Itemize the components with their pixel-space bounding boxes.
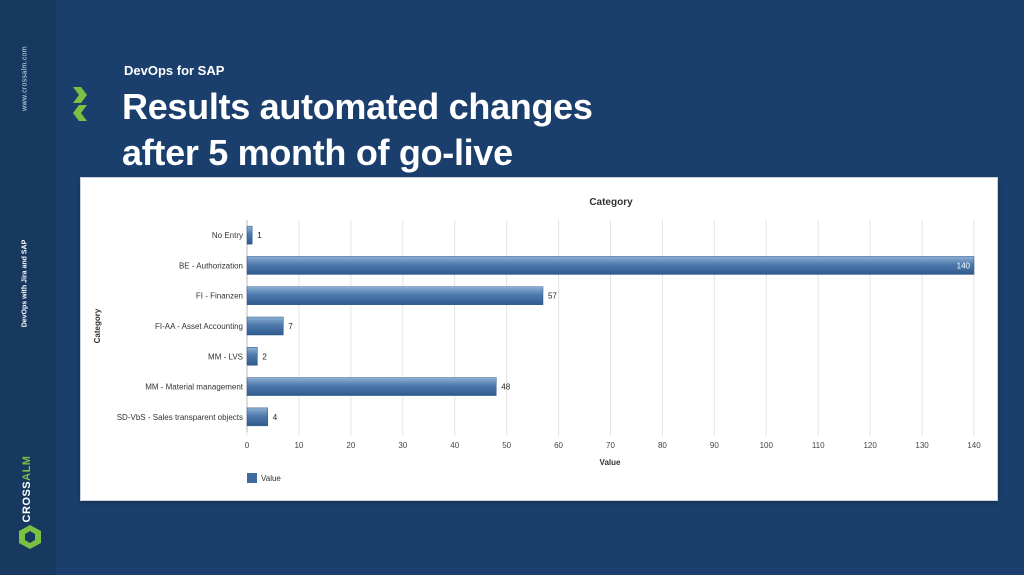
chart-legend: Value bbox=[247, 473, 281, 483]
x-tick-label: 90 bbox=[710, 441, 719, 450]
data-label: 1 bbox=[257, 231, 262, 240]
bar bbox=[246, 347, 258, 366]
logo-part-2: ALM bbox=[21, 455, 33, 481]
data-label: 48 bbox=[501, 383, 510, 392]
y-tick-label: FI - Finanzen bbox=[196, 292, 243, 301]
side-topic: DevOps with Jira and SAP bbox=[21, 239, 29, 328]
chart-bars bbox=[246, 225, 975, 427]
bar bbox=[246, 286, 544, 305]
bar bbox=[246, 407, 269, 427]
legend-swatch bbox=[247, 473, 257, 483]
chart-grid bbox=[246, 220, 975, 436]
bar-chart: 0 10 20 30 40 50 60 70 80 90 100 110 120 130 140 No Ent… bbox=[93, 197, 982, 483]
x-tick-label: 40 bbox=[450, 441, 459, 450]
slide-title-line-2: after 5 month of go-live bbox=[122, 132, 513, 173]
x-tick-label: 140 bbox=[967, 441, 981, 450]
x-axis-label: Value bbox=[600, 458, 621, 467]
y-tick-label: BE - Authorization bbox=[179, 261, 243, 270]
data-label: 57 bbox=[548, 292, 557, 301]
x-tick-label: 60 bbox=[554, 441, 563, 450]
x-tick-label: 80 bbox=[658, 441, 667, 450]
x-tick-label: 20 bbox=[346, 441, 355, 450]
side-strip: www.crossalm.com DevOps with Jira and SA… bbox=[0, 0, 56, 575]
y-tick-label: No Entry bbox=[212, 231, 243, 240]
x-tick-label: 50 bbox=[502, 441, 511, 450]
x-tick-label: 100 bbox=[760, 441, 774, 450]
slide-subtitle: DevOps for SAP bbox=[124, 63, 225, 78]
chart-title: Category bbox=[589, 197, 633, 208]
x-tick-label: 0 bbox=[245, 441, 250, 450]
logo-part-1: CROSS bbox=[21, 480, 33, 523]
bar bbox=[246, 377, 497, 396]
y-tick-label: SD-VbS - Sales transparent objects bbox=[117, 413, 243, 422]
brand-logo-icon bbox=[19, 525, 41, 549]
x-tick-label: 110 bbox=[812, 441, 825, 450]
data-label: 4 bbox=[273, 413, 278, 422]
legend-label: Value bbox=[261, 474, 281, 483]
y-axis-label: Category bbox=[93, 308, 102, 343]
x-tick-label: 30 bbox=[398, 441, 407, 450]
bar bbox=[246, 225, 253, 245]
data-label: 7 bbox=[288, 322, 293, 331]
side-url: www.crossalm.com bbox=[21, 46, 29, 111]
bar bbox=[246, 316, 284, 336]
y-tick-label: FI-AA - Asset Accounting bbox=[155, 322, 243, 331]
data-label: 140 bbox=[957, 261, 971, 270]
x-tick-label: 130 bbox=[915, 441, 929, 450]
data-label: 2 bbox=[262, 352, 267, 361]
chart-panel: 0 10 20 30 40 50 60 70 80 90 100 110 120 130 140 No Ent… bbox=[80, 177, 998, 501]
y-tick-label: MM - LVS bbox=[208, 352, 243, 361]
y-tick-label: MM - Material management bbox=[145, 383, 244, 392]
bar bbox=[246, 256, 975, 275]
slide-title-line-1: Results automated changes bbox=[122, 86, 593, 127]
chart-labels: 0 10 20 30 40 50 60 70 80 90 100 110 120 130 140 No Ent… bbox=[117, 231, 982, 450]
slide-title: Results automated changes after 5 month … bbox=[122, 84, 682, 176]
x-tick-label: 10 bbox=[294, 441, 303, 450]
chevron-logo-icon bbox=[73, 87, 87, 121]
x-tick-label: 70 bbox=[606, 441, 615, 450]
x-tick-label: 120 bbox=[863, 441, 877, 450]
